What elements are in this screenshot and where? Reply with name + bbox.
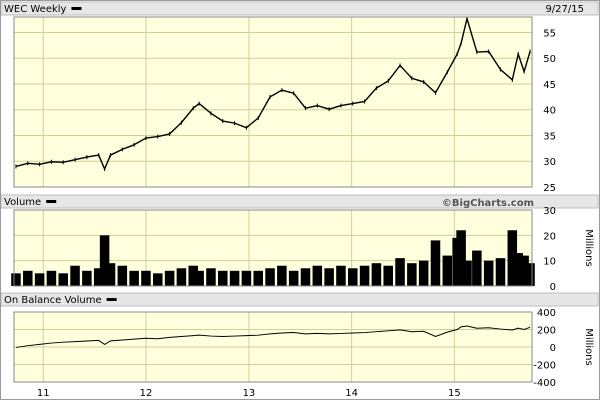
volume-bar — [229, 270, 240, 286]
volume-bar — [164, 270, 175, 286]
volume-bar — [70, 265, 80, 286]
volume-bar — [194, 270, 204, 286]
legend-swatch — [46, 200, 57, 203]
y-tick-label: 200 — [537, 326, 556, 337]
x-tick-label: 12 — [140, 388, 153, 399]
panel-header — [0, 1, 599, 16]
volume-bar — [371, 263, 382, 286]
volume-bar — [495, 258, 506, 286]
y-tick-label: 10 — [543, 257, 556, 268]
y-tick-label: 0 — [550, 343, 556, 354]
volume-bar — [395, 258, 405, 286]
x-tick-label: 11 — [37, 388, 50, 399]
plot-frame — [13, 209, 533, 287]
plot-frame — [13, 311, 533, 383]
legend-swatch — [71, 7, 82, 10]
volume-bar — [359, 265, 370, 286]
volume-bar — [46, 270, 57, 286]
obv-line — [15, 325, 531, 348]
y-tick-label: 25 — [543, 183, 556, 194]
price-panel: WEC Weekly 9/27/15 25 30 35 40 45 50 55 — [0, 1, 599, 194]
y-tick-label: 30 — [543, 157, 556, 168]
y-tick-label: 35 — [543, 131, 556, 142]
y-tick-label: 400 — [537, 308, 556, 319]
volume-bar — [525, 263, 535, 286]
volume-bar — [472, 250, 482, 286]
chart-date: 9/27/15 — [545, 4, 584, 15]
volume-bar — [105, 263, 116, 286]
volume-bar — [383, 265, 393, 286]
legend-swatch — [106, 298, 117, 301]
volume-bar — [407, 263, 417, 286]
volume-bar — [206, 268, 216, 286]
volume-bar — [507, 230, 518, 286]
volume-bar — [23, 270, 33, 286]
volume-bar — [324, 268, 334, 286]
volume-bar — [430, 240, 441, 286]
unit-label: Millions — [583, 328, 594, 365]
volume-bar — [277, 265, 287, 286]
x-tick-label: 14 — [345, 388, 358, 399]
volume-bar — [300, 268, 311, 286]
volume-bar — [483, 260, 494, 286]
volume-bar — [188, 265, 198, 286]
panel-title: WEC Weekly — [4, 4, 67, 15]
y-tick-label: 50 — [543, 54, 556, 65]
y-tick-label: 40 — [543, 106, 556, 117]
panel-title: Volume — [4, 197, 41, 208]
volume-bar — [442, 255, 453, 286]
volume-bar — [241, 270, 252, 286]
y-tick-label: 55 — [543, 28, 556, 39]
y-tick-label: -400 — [533, 378, 556, 389]
volume-bar — [456, 230, 466, 286]
volume-bar — [519, 255, 529, 286]
y-tick-label: 0 — [550, 282, 556, 293]
volume-bar — [462, 260, 472, 286]
volume-bar — [312, 265, 323, 286]
volume-bar — [141, 270, 151, 286]
x-axis: 11 12 13 14 15 — [37, 388, 461, 399]
volume-bar — [82, 270, 92, 286]
volume-bar — [513, 253, 523, 286]
volume-panel: Volume ©BigCharts.com 0 10 20 30 Millions — [0, 194, 599, 293]
panel-title: On Balance Volume — [4, 295, 102, 306]
volume-bar — [218, 270, 228, 286]
volume-bar — [117, 265, 128, 286]
volume-bar — [336, 265, 346, 286]
y-tick-label: 30 — [543, 206, 556, 217]
volume-bar — [418, 260, 429, 286]
volume-bar — [348, 268, 358, 286]
unit-label: Millions — [583, 229, 594, 266]
volume-bar — [58, 273, 68, 286]
volume-bar — [153, 273, 163, 286]
volume-bar — [99, 235, 110, 286]
volume-bar — [253, 270, 263, 286]
volume-bar — [288, 270, 299, 286]
y-tick-label: -200 — [533, 361, 556, 372]
y-tick-label: 45 — [543, 80, 556, 91]
y-tick-label: 20 — [543, 231, 556, 242]
watermark: ©BigCharts.com — [442, 198, 534, 209]
volume-bar — [34, 273, 45, 286]
plot-frame — [13, 16, 533, 188]
volume-bar — [93, 268, 104, 286]
volume-bar — [265, 268, 275, 286]
obv-panel: On Balance Volume -400 -200 0 200 400 Millions — [0, 292, 599, 389]
volume-bar — [129, 270, 139, 286]
x-tick-label: 15 — [448, 388, 461, 399]
x-tick-label: 13 — [243, 388, 256, 399]
volume-bar — [11, 273, 21, 286]
volume-bar — [176, 268, 187, 286]
